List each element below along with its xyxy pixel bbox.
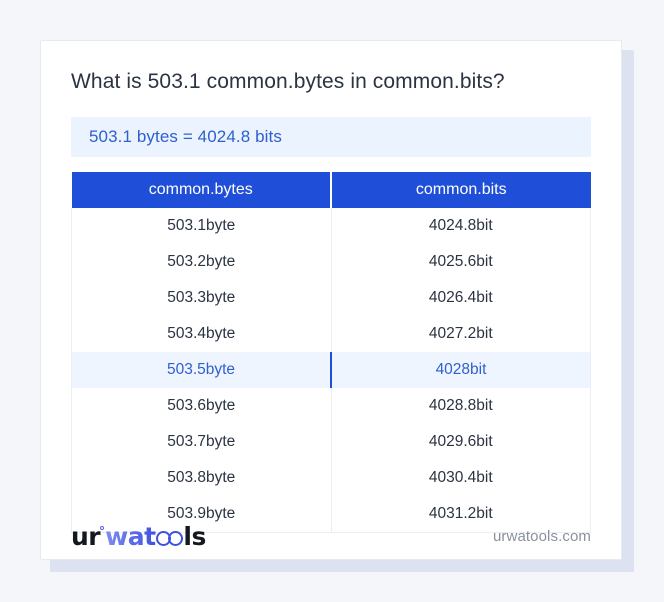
cell-bits: 4025.6bit bbox=[330, 244, 591, 280]
card-content: What is 503.1 common.bytes in common.bit… bbox=[41, 41, 621, 533]
table-body: 503.1byte 4024.8bit 503.2byte 4025.6bit … bbox=[71, 208, 591, 533]
table-row[interactable]: 503.1byte 4024.8bit bbox=[71, 208, 591, 244]
column-header-bits[interactable]: common.bits bbox=[331, 172, 591, 208]
cell-bits: 4029.6bit bbox=[330, 424, 591, 460]
logo-text-part1: ur bbox=[71, 521, 101, 551]
cell-bits: 4030.4bit bbox=[330, 460, 591, 496]
table-row[interactable]: 503.7byte 4029.6bit bbox=[71, 424, 591, 460]
cell-bytes: 503.8byte bbox=[71, 460, 332, 496]
cell-bits: 4028bit bbox=[330, 352, 591, 388]
conversion-card: What is 503.1 common.bytes in common.bit… bbox=[40, 40, 622, 560]
footer-domain-text: urwatools.com bbox=[492, 527, 591, 545]
table-row[interactable]: 503.8byte 4030.4bit bbox=[71, 460, 591, 496]
logo-text-part3: ls bbox=[183, 521, 206, 551]
card-footer: ur wat ls urwatools.com bbox=[41, 513, 621, 559]
logo-glasses-icon bbox=[155, 530, 184, 546]
cell-bytes: 503.6byte bbox=[71, 388, 332, 424]
table-header-row: common.bytes common.bits bbox=[71, 172, 591, 208]
cell-bytes: 503.9byte bbox=[71, 496, 332, 533]
cell-bits: 4026.4bit bbox=[330, 280, 591, 316]
conversion-table: common.bytes common.bits 503.1byte 4024.… bbox=[71, 172, 591, 533]
table-row[interactable]: 503.6byte 4028.8bit bbox=[71, 388, 591, 424]
cell-bytes: 503.2byte bbox=[71, 244, 332, 280]
cell-bits: 4031.2bit bbox=[330, 496, 591, 533]
table-head: common.bytes common.bits bbox=[71, 172, 591, 208]
cell-bits: 4024.8bit bbox=[330, 208, 591, 244]
logo-dot-icon bbox=[100, 525, 105, 530]
table-row[interactable]: 503.4byte 4027.2bit bbox=[71, 316, 591, 352]
column-header-bytes[interactable]: common.bytes bbox=[71, 172, 332, 208]
urwatools-logo[interactable]: ur wat ls bbox=[71, 524, 206, 549]
cell-bytes: 503.1byte bbox=[71, 208, 332, 244]
result-banner-text: 503.1 bytes = 4024.8 bits bbox=[89, 127, 282, 146]
table-row[interactable]: 503.9byte 4031.2bit bbox=[71, 496, 591, 533]
table-row-highlighted[interactable]: 503.5byte 4028bit bbox=[71, 352, 591, 388]
cell-bytes: 503.5byte bbox=[71, 352, 332, 388]
cell-bytes: 503.3byte bbox=[71, 280, 332, 316]
cell-bits: 4028.8bit bbox=[330, 388, 591, 424]
result-banner: 503.1 bytes = 4024.8 bits bbox=[71, 117, 591, 157]
cell-bits: 4027.2bit bbox=[330, 316, 591, 352]
table-row[interactable]: 503.2byte 4025.6bit bbox=[71, 244, 591, 280]
cell-bytes: 503.7byte bbox=[71, 424, 332, 460]
table-row[interactable]: 503.3byte 4026.4bit bbox=[71, 280, 591, 316]
page-title: What is 503.1 common.bytes in common.bit… bbox=[71, 70, 505, 93]
cell-bytes: 503.4byte bbox=[71, 316, 332, 352]
logo-glasses-ring-right bbox=[168, 530, 184, 546]
logo-text-part2: wat bbox=[105, 521, 156, 551]
